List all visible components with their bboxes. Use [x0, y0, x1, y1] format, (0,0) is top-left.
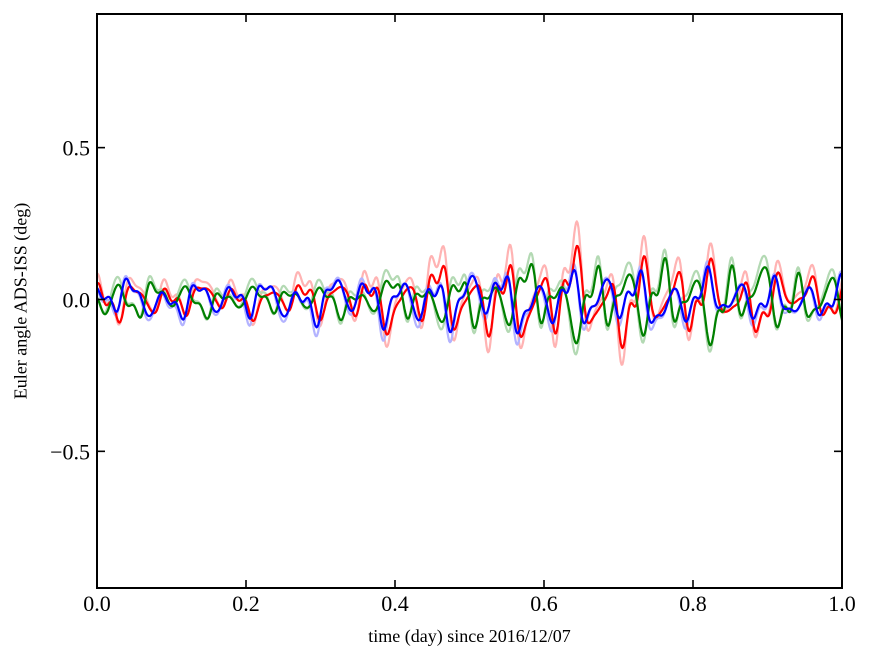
x-tick-label: 0.6: [530, 591, 558, 616]
ticks-group: [96, 14, 843, 588]
y-tick-label: 0.0: [63, 287, 91, 312]
x-axis-title: time (day) since 2016/12/07: [368, 626, 571, 646]
x-tick-label: 0.4: [381, 591, 409, 616]
y-tick-label: 0.5: [63, 136, 91, 161]
series-line-green: [97, 257, 842, 347]
series-line-blue: [97, 265, 842, 335]
x-tick-label: 0.8: [679, 591, 707, 616]
y-axis-title: Euler angle ADS-ISS (deg): [10, 202, 31, 400]
x-tick-label: 0.0: [83, 591, 111, 616]
x-tick-label: 0.2: [232, 591, 260, 616]
tick-labels-group: 0.0 0.2 0.4 0.6 0.8 1.0 −0.5 0.0 0.5: [50, 136, 856, 616]
series-group: [97, 220, 842, 366]
axes-frame: [96, 13, 843, 589]
x-tick-label: 1.0: [828, 591, 856, 616]
y-tick-label: −0.5: [50, 439, 90, 464]
